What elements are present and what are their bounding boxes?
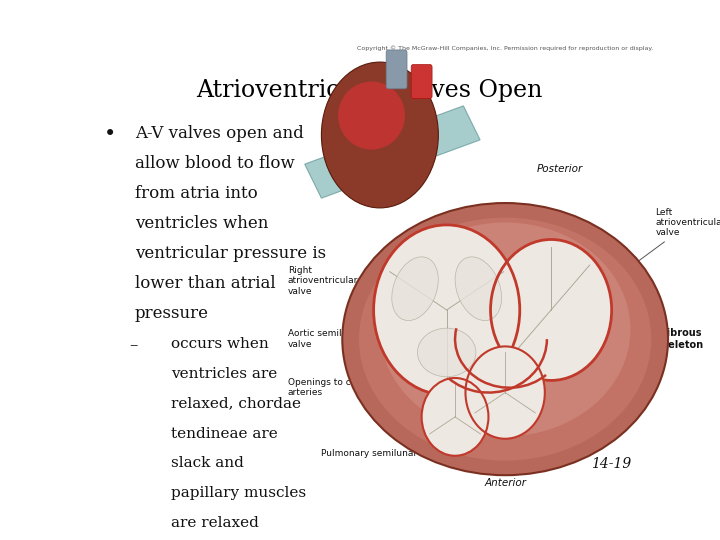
Text: –: – [129,337,138,354]
Text: tendineae are: tendineae are [171,427,278,441]
Text: from atria into: from atria into [135,185,257,202]
Text: Anterior: Anterior [484,477,526,488]
Circle shape [490,240,612,380]
Text: slack and: slack and [171,456,244,470]
Text: Right
atrioventricular
valve: Right atrioventricular valve [288,266,377,309]
Circle shape [374,225,520,395]
Ellipse shape [418,328,476,377]
Text: Aortic semilunar
valve: Aortic semilunar valve [288,329,465,377]
Text: lower than atrial: lower than atrial [135,275,275,292]
Text: Fibrous
skeleton: Fibrous skeleton [657,328,704,350]
Text: ventricular pressure is: ventricular pressure is [135,245,325,262]
Text: Atrioventricular Valves Open: Atrioventricular Valves Open [196,79,542,103]
Ellipse shape [321,62,438,208]
Ellipse shape [392,257,438,321]
Text: A-V valves open and: A-V valves open and [135,125,303,142]
Text: ventricles when: ventricles when [135,215,268,232]
FancyBboxPatch shape [386,50,407,89]
Text: ventricles are: ventricles are [171,367,277,381]
FancyBboxPatch shape [411,64,432,98]
Text: •: • [104,125,116,144]
Polygon shape [305,106,480,198]
Text: papillary muscles: papillary muscles [171,487,306,501]
Text: allow blood to flow: allow blood to flow [135,155,294,172]
Text: Posterior: Posterior [536,164,582,174]
Circle shape [466,347,545,438]
Text: Copyright © The McGraw-Hill Companies, Inc. Permission required for reproduction: Copyright © The McGraw-Hill Companies, I… [357,45,653,51]
Circle shape [422,378,488,456]
Ellipse shape [342,203,668,475]
Text: are relaxed: are relaxed [171,516,258,530]
Ellipse shape [359,218,652,461]
Ellipse shape [338,82,405,150]
Text: 14-19: 14-19 [591,457,631,471]
Ellipse shape [380,222,631,436]
Text: Left
atrioventricular
valve: Left atrioventricular valve [614,207,720,279]
Text: relaxed, chordae: relaxed, chordae [171,396,301,410]
Text: Pulmonary semilunar valve: Pulmonary semilunar valve [321,449,452,458]
Text: Openings to coronary
arteries: Openings to coronary arteries [288,378,461,404]
Ellipse shape [455,257,502,321]
Text: pressure: pressure [135,305,209,322]
Text: occurs when: occurs when [171,337,269,351]
